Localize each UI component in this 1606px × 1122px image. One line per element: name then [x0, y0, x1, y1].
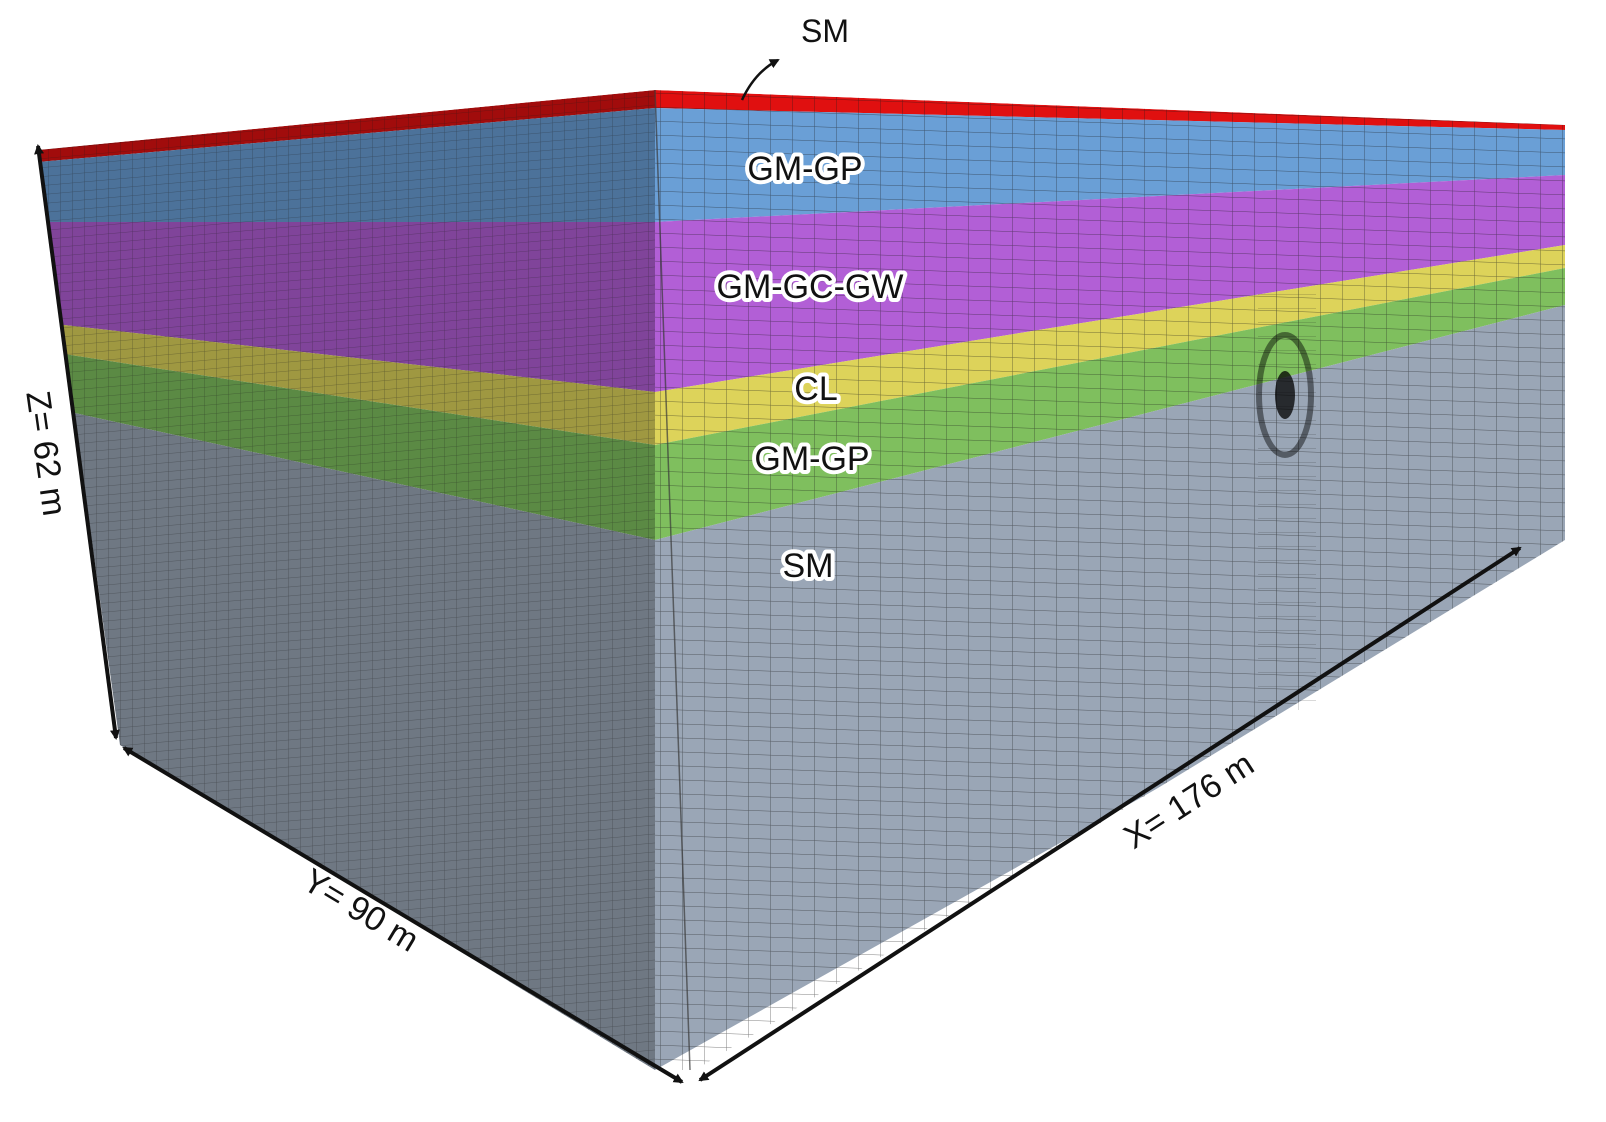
dimension-arrows — [34, 144, 1522, 1084]
left-mesh-overlay — [38, 90, 655, 1070]
box-vertical-edge — [654, 89, 691, 1071]
layer-label-sm-top: SM — [801, 13, 849, 49]
refined-mesh-zone — [1256, 290, 1316, 710]
sm-pointer-arrow — [740, 58, 780, 101]
x-dimension-arrow — [698, 546, 1522, 1082]
layer-label-gm-gc-gw: GM-GC-GW — [717, 268, 904, 306]
z-dimension-label: Z= 62 m — [18, 389, 73, 519]
layer-label-cl: CL — [794, 370, 837, 408]
z-dimension-arrow — [34, 144, 120, 740]
layer-label-gm-gp-upper: GM-GP — [747, 150, 862, 188]
left-face — [38, 90, 655, 1070]
layer-label-gm-gp-lower: GM-GP — [754, 440, 869, 478]
y-dimension-arrow — [122, 746, 684, 1084]
layer-label-sm-bottom: SM — [783, 547, 834, 585]
